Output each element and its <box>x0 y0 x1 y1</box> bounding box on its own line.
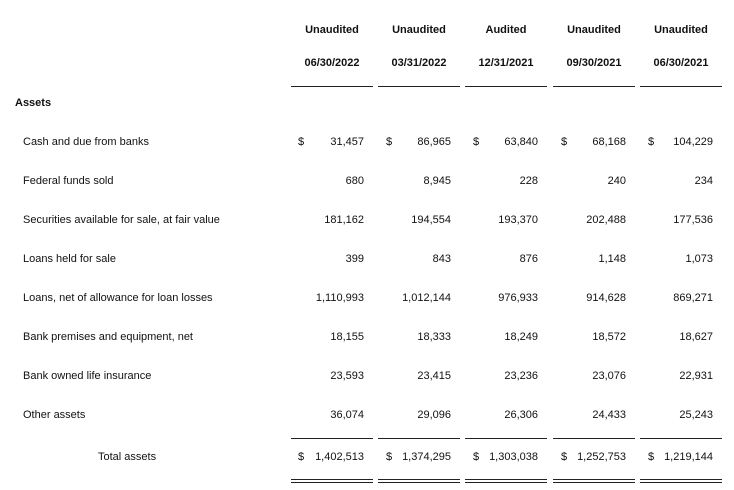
currency-symbol: $ <box>298 136 305 148</box>
currency-symbol: $ <box>561 136 568 148</box>
cell-value: 63,840 <box>504 136 538 148</box>
cell-value: 1,073 <box>685 253 713 265</box>
cell-value: 869,271 <box>673 292 713 304</box>
total-label: Total assets <box>98 451 157 463</box>
column-date: 06/30/2021 <box>653 57 709 69</box>
cell-value: 86,965 <box>417 136 451 148</box>
currency-symbol: $ <box>473 136 480 148</box>
cell-value: 240 <box>607 175 626 187</box>
cell-value: 399 <box>345 253 364 265</box>
column-date: 03/31/2022 <box>391 57 447 69</box>
currency-symbol: $ <box>473 451 480 463</box>
column-status: Unaudited <box>392 24 446 36</box>
cell-value: 25,243 <box>679 409 713 421</box>
currency-symbol: $ <box>386 136 393 148</box>
cell-value: 26,306 <box>504 409 538 421</box>
cell-value: 18,155 <box>330 331 364 343</box>
cell-value: 177,536 <box>673 214 713 226</box>
currency-symbol: $ <box>648 136 655 148</box>
row-label: Cash and due from banks <box>23 136 149 148</box>
cell-value: 23,593 <box>330 370 364 382</box>
cell-value: 193,370 <box>498 214 538 226</box>
cell-value: 36,074 <box>330 409 364 421</box>
subtotal-rule <box>640 438 722 439</box>
row-label: Securities available for sale, at fair v… <box>23 214 220 226</box>
header-rule <box>465 86 547 87</box>
column-status: Unaudited <box>567 24 621 36</box>
row-label: Bank premises and equipment, net <box>23 331 193 343</box>
column-date: 12/31/2021 <box>478 57 534 69</box>
cell-value: 23,415 <box>417 370 451 382</box>
total-double-rule <box>378 479 460 483</box>
cell-value: 18,627 <box>679 331 713 343</box>
cell-value: 24,433 <box>592 409 626 421</box>
total-value: 1,374,295 <box>402 451 451 463</box>
cell-value: 228 <box>519 175 538 187</box>
row-label: Loans held for sale <box>23 253 116 265</box>
row-label: Loans, net of allowance for loan losses <box>23 292 213 304</box>
cell-value: 976,933 <box>498 292 538 304</box>
cell-value: 23,076 <box>592 370 626 382</box>
cell-value: 843 <box>432 253 451 265</box>
cell-value: 18,249 <box>504 331 538 343</box>
row-label: Bank owned life insurance <box>23 370 152 382</box>
column-date: 09/30/2021 <box>566 57 622 69</box>
currency-symbol: $ <box>561 451 568 463</box>
row-label: Federal funds sold <box>23 175 114 187</box>
cell-value: 23,236 <box>504 370 538 382</box>
cell-value: 1,148 <box>598 253 626 265</box>
total-value: 1,252,753 <box>577 451 626 463</box>
column-date: 06/30/2022 <box>304 57 360 69</box>
cell-value: 876 <box>519 253 538 265</box>
column-status: Unaudited <box>654 24 708 36</box>
total-double-rule <box>291 479 373 483</box>
subtotal-rule <box>553 438 635 439</box>
cell-value: 1,110,993 <box>315 292 364 304</box>
cell-value: 234 <box>694 175 713 187</box>
header-rule <box>640 86 722 87</box>
header-rule <box>291 86 373 87</box>
total-value: 1,303,038 <box>489 451 538 463</box>
cell-value: 18,333 <box>417 331 451 343</box>
cell-value: 22,931 <box>679 370 713 382</box>
currency-symbol: $ <box>386 451 393 463</box>
total-double-rule <box>553 479 635 483</box>
total-value: 1,219,144 <box>664 451 713 463</box>
subtotal-rule <box>465 438 547 439</box>
column-status: Unaudited <box>305 24 359 36</box>
subtotal-rule <box>291 438 373 439</box>
cell-value: 29,096 <box>417 409 451 421</box>
cell-value: 914,628 <box>586 292 626 304</box>
subtotal-rule <box>378 438 460 439</box>
cell-value: 31,457 <box>330 136 364 148</box>
header-rule <box>553 86 635 87</box>
cell-value: 8,945 <box>423 175 451 187</box>
total-value: 1,402,513 <box>315 451 364 463</box>
total-double-rule <box>640 479 722 483</box>
header-rule <box>378 86 460 87</box>
cell-value: 202,488 <box>586 214 626 226</box>
cell-value: 104,229 <box>673 136 713 148</box>
currency-symbol: $ <box>648 451 655 463</box>
currency-symbol: $ <box>298 451 305 463</box>
total-double-rule <box>465 479 547 483</box>
column-status: Audited <box>485 24 527 36</box>
row-label: Other assets <box>23 409 86 421</box>
cell-value: 181,162 <box>324 214 364 226</box>
cell-value: 18,572 <box>592 331 626 343</box>
cell-value: 194,554 <box>411 214 451 226</box>
section-title: Assets <box>15 97 52 109</box>
cell-value: 680 <box>345 175 364 187</box>
cell-value: 1,012,144 <box>402 292 451 304</box>
cell-value: 68,168 <box>592 136 626 148</box>
